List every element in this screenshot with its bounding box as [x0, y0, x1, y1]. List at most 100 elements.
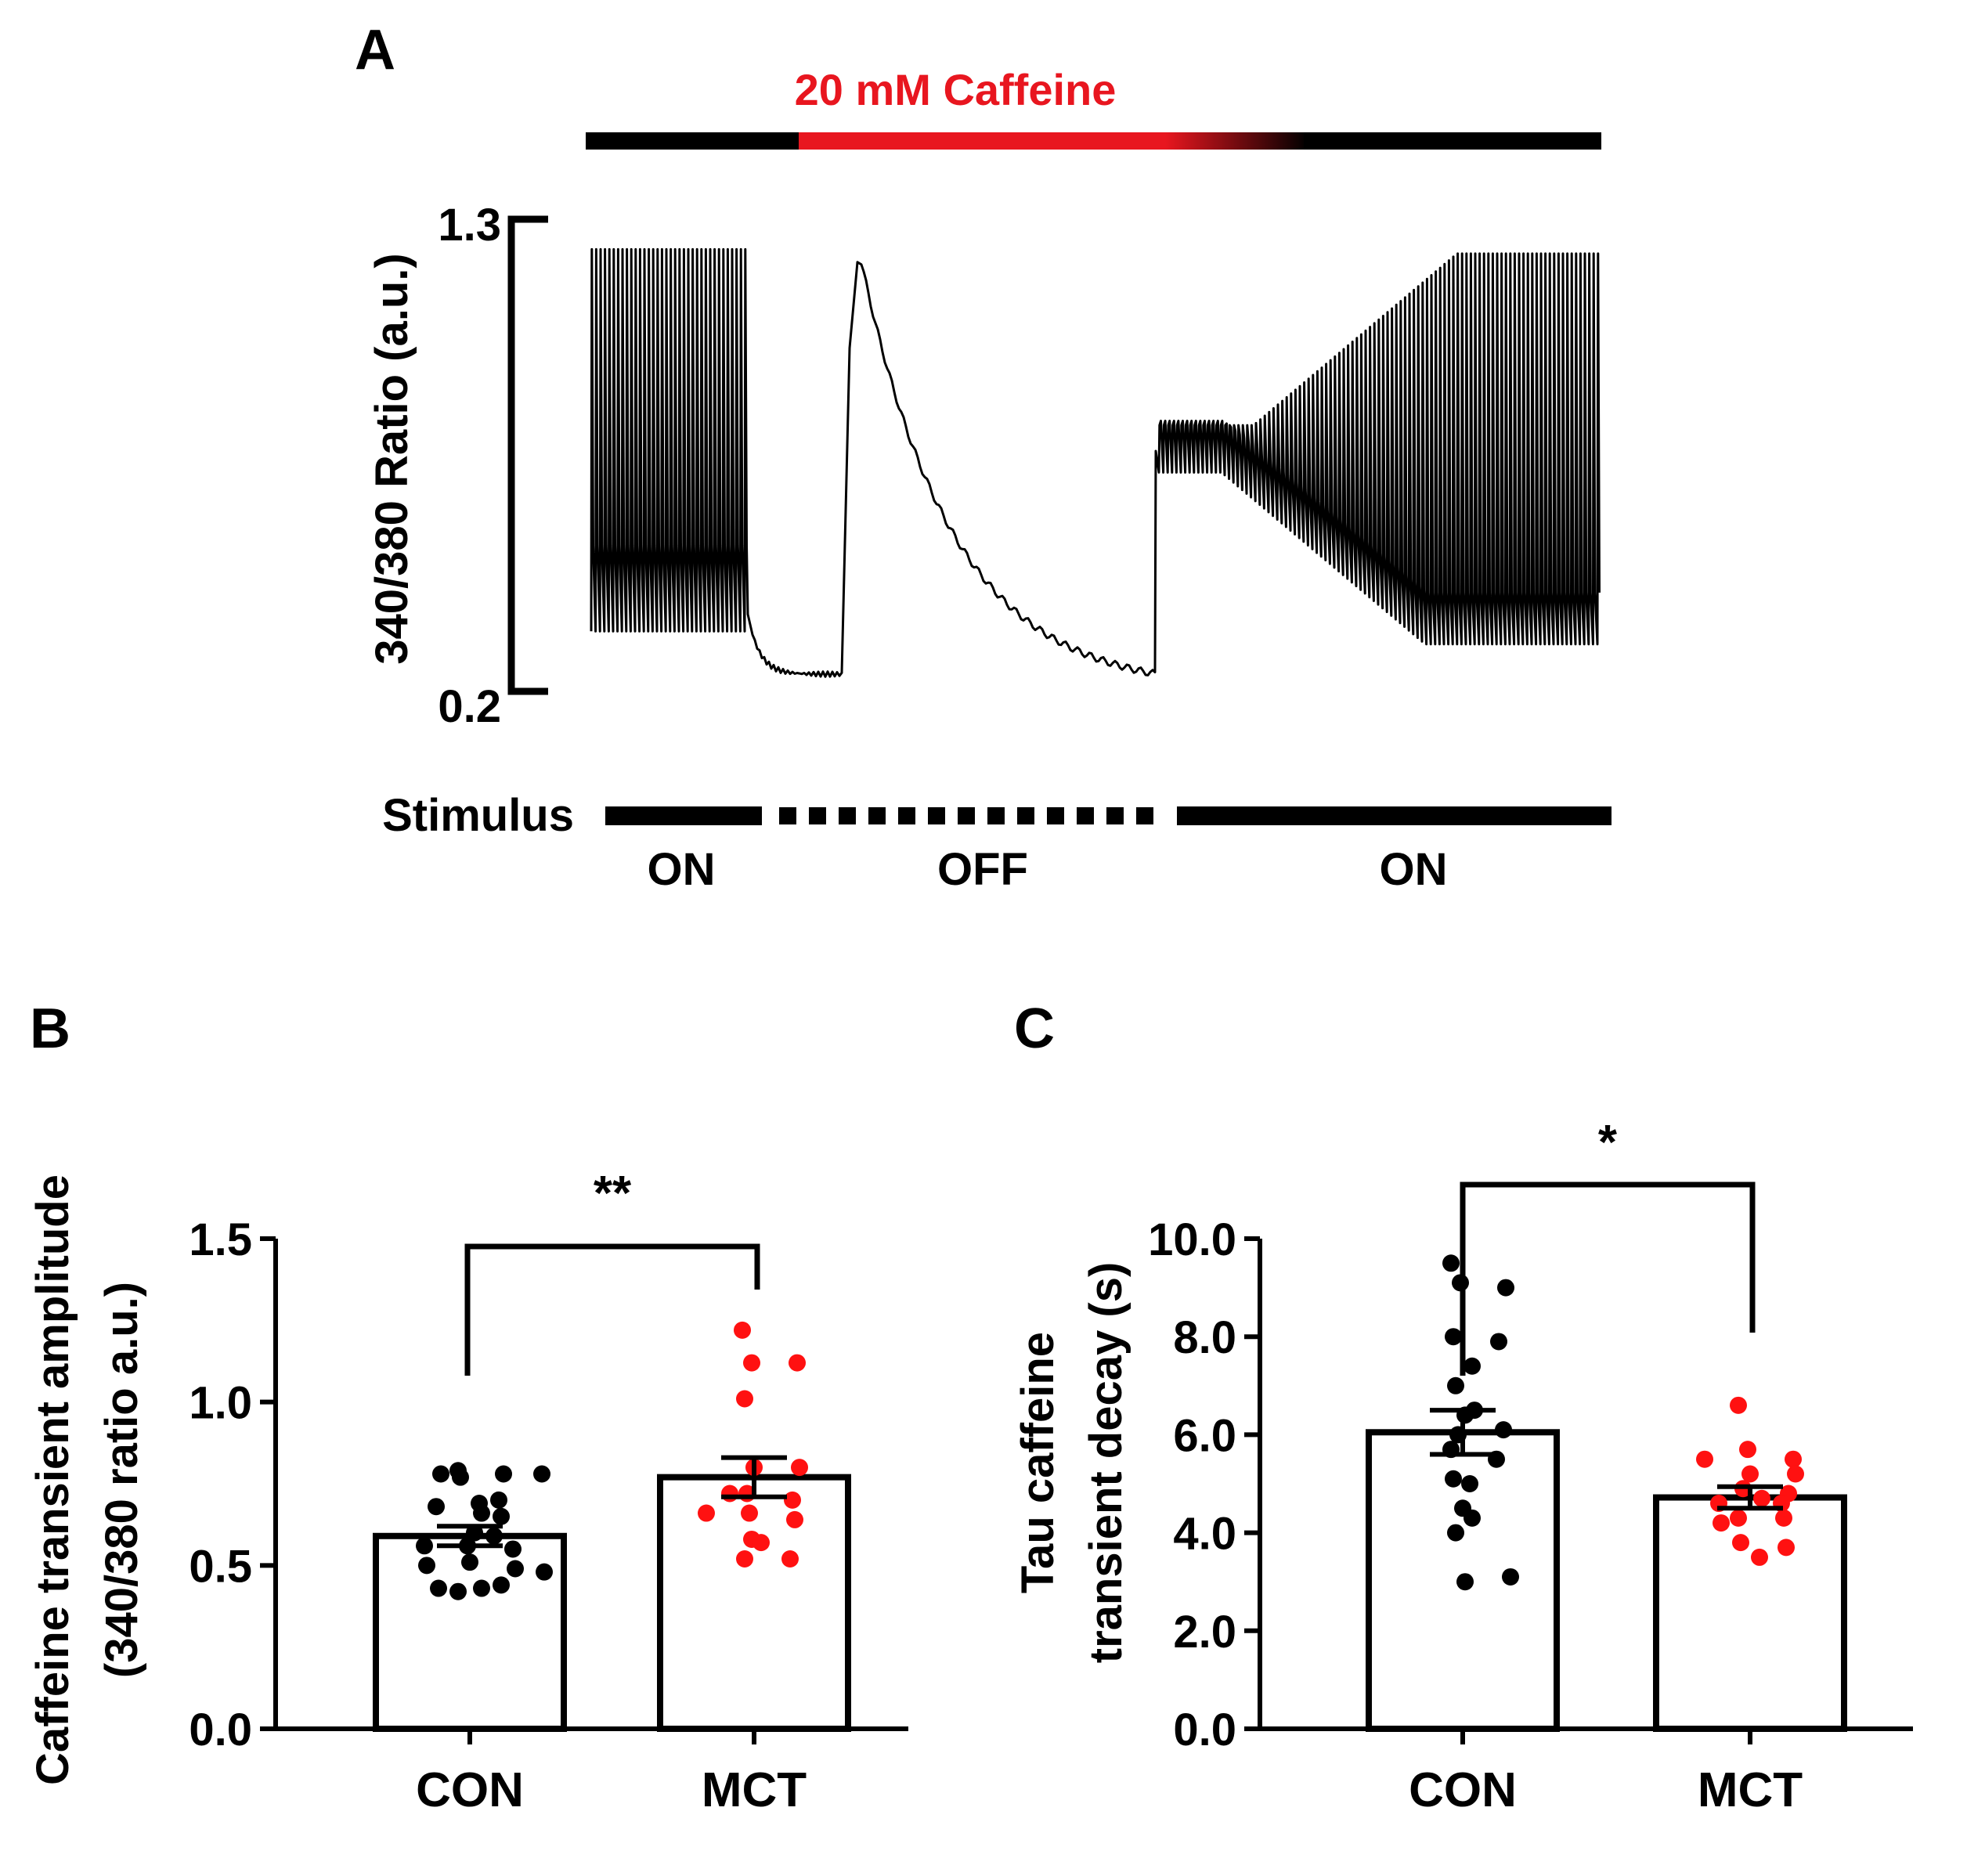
stimulus-on-2-bar	[1177, 806, 1611, 825]
b-point-mct	[781, 1550, 799, 1568]
a-y-label: 340/380 Ratio (a.u.)	[366, 253, 417, 664]
c-point-mct	[1741, 1465, 1759, 1483]
c-xtick-mct: MCT	[1698, 1763, 1803, 1817]
c-ytick-label: 2.0	[1173, 1607, 1236, 1658]
c-point-mct	[1732, 1534, 1749, 1552]
c-y-label-line1: Tau caffeine	[1012, 1332, 1063, 1593]
c-significance-bracket	[1460, 1182, 1756, 1376]
b-point-mct	[734, 1321, 751, 1339]
c-point-con	[1445, 1470, 1462, 1488]
c-ytick-label: 8.0	[1173, 1312, 1236, 1363]
panel-label-c: C	[1014, 998, 1055, 1060]
b-point-con	[452, 1468, 469, 1486]
b-point-con	[473, 1579, 490, 1597]
b-point-con	[490, 1491, 507, 1509]
b-point-con	[493, 1507, 510, 1525]
b-point-mct	[741, 1504, 758, 1522]
c-point-con	[1490, 1333, 1507, 1351]
a-ytick-bottom: 0.2	[438, 681, 501, 732]
b-point-con	[430, 1579, 447, 1597]
c-point-con	[1447, 1376, 1464, 1394]
b-y-label-line1: Caffeine transient amplitude	[27, 1174, 78, 1785]
b-point-con	[495, 1465, 512, 1483]
b-point-con	[418, 1557, 435, 1575]
b-point-mct	[736, 1390, 753, 1408]
c-ytick-label: 10.0	[1148, 1214, 1236, 1265]
b-point-con	[449, 1582, 467, 1600]
a-ytick-top: 1.3	[438, 200, 501, 251]
c-ytick-label: 4.0	[1173, 1509, 1236, 1560]
c-point-con	[1497, 1279, 1514, 1297]
caffeine-bar-post	[1304, 132, 1601, 150]
stimulus-phase-on-1: ON	[648, 844, 716, 895]
b-point-mct	[786, 1510, 803, 1528]
b-point-con	[507, 1560, 524, 1578]
b-errorbar-con	[437, 1524, 503, 1549]
b-point-con	[416, 1537, 433, 1555]
b-y-label-line2: (340/380 ratio a.u.)	[96, 1282, 147, 1678]
c-point-con	[1464, 1357, 1481, 1375]
b-point-con	[536, 1563, 553, 1581]
c-point-mct	[1713, 1514, 1730, 1532]
stimulus-on-1-bar	[605, 806, 762, 825]
c-point-mct	[1730, 1396, 1747, 1414]
c-point-mct	[1778, 1539, 1795, 1557]
c-point-con	[1447, 1524, 1464, 1542]
caffeine-bar-on	[799, 132, 1308, 150]
b-point-con	[493, 1576, 510, 1594]
b-point-mct	[791, 1459, 808, 1477]
c-ytick-label: 0.0	[1173, 1705, 1236, 1755]
b-xtick-con: CON	[416, 1763, 524, 1817]
stimulus-phase-off: OFF	[937, 844, 1028, 895]
panel-b: 0.0 0.5 1.0 1.5 ** CON MCT Caffeine transie…	[27, 1167, 908, 1817]
a-y-axis	[507, 215, 548, 695]
c-point-con	[1502, 1568, 1519, 1586]
b-significance-label: **	[594, 1167, 632, 1221]
b-ytick-label: 0.0	[189, 1705, 252, 1755]
b-point-mct	[753, 1534, 770, 1552]
c-point-mct	[1753, 1489, 1770, 1507]
c-errorbar-mct	[1717, 1484, 1783, 1511]
panel-label-a: A	[355, 19, 395, 81]
caffeine-bar-pre	[586, 132, 801, 150]
c-point-mct	[1785, 1450, 1802, 1468]
c-point-mct	[1751, 1548, 1768, 1566]
b-significance-bracket	[464, 1243, 760, 1376]
panel-c: 0.0 2.0 4.0 6.0 8.0 10.0 * CON MCT Tau caffei…	[1012, 1116, 1913, 1817]
stimulus-label: Stimulus	[382, 790, 574, 841]
c-y-label-line2: transient decay (s)	[1081, 1262, 1131, 1664]
c-point-con	[1442, 1254, 1460, 1272]
c-point-con	[1495, 1421, 1512, 1439]
b-point-con	[428, 1498, 445, 1516]
c-point-mct	[1739, 1441, 1756, 1459]
c-xtick-con: CON	[1409, 1763, 1517, 1817]
caffeine-label: 20 mM Caffeine	[795, 65, 1117, 114]
b-point-con	[473, 1504, 490, 1522]
panel-label-b: B	[30, 998, 70, 1060]
c-errorbar-con	[1430, 1408, 1496, 1457]
b-point-con	[461, 1553, 478, 1571]
b-point-con	[504, 1540, 522, 1558]
b-point-mct	[743, 1354, 760, 1372]
panel-a: 20 mM Caffeine 1.3 0.2 340/380 Ratio (a.…	[366, 65, 1611, 895]
b-point-mct	[784, 1491, 801, 1509]
b-point-mct	[721, 1485, 738, 1503]
b-ytick-label: 1.5	[189, 1214, 252, 1265]
c-bar-mct	[1653, 1494, 1847, 1732]
b-point-con	[533, 1465, 550, 1483]
b-point-mct	[789, 1354, 806, 1372]
c-point-con	[1464, 1509, 1481, 1527]
c-point-con	[1445, 1328, 1462, 1346]
c-point-mct	[1775, 1509, 1792, 1527]
b-errorbar-mct	[721, 1455, 787, 1499]
stimulus-off-bar	[779, 807, 1153, 824]
c-point-mct	[1787, 1465, 1804, 1483]
c-point-mct	[1696, 1450, 1713, 1468]
c-ytick-label: 6.0	[1173, 1410, 1236, 1461]
b-point-con	[485, 1527, 503, 1545]
b-point-mct	[698, 1504, 715, 1522]
stimulus-phase-on-2: ON	[1380, 844, 1448, 895]
calcium-trace	[590, 247, 1601, 678]
c-point-con	[1456, 1573, 1474, 1591]
b-point-mct	[736, 1550, 753, 1568]
